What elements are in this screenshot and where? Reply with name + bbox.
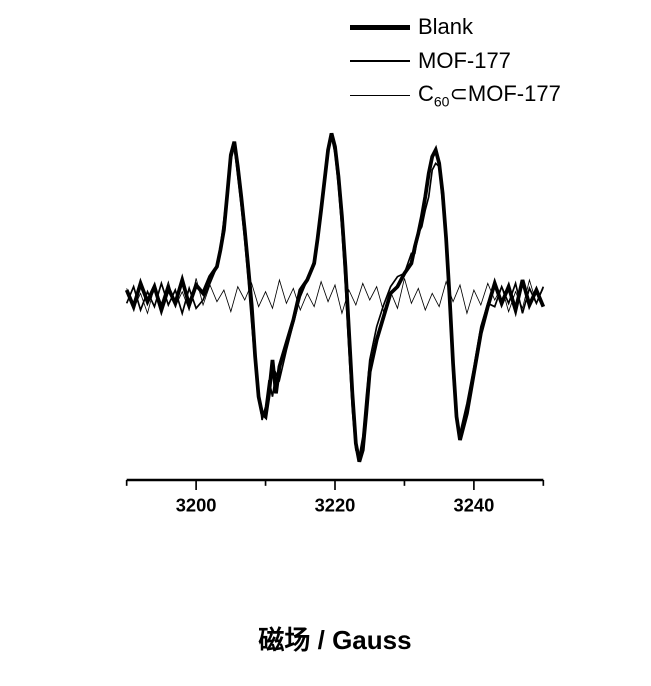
legend-line-icon — [350, 25, 410, 30]
legend-label: Blank — [418, 14, 473, 40]
series-MOF-177 — [127, 137, 544, 457]
x-axis-label: 磁场 / Gauss — [85, 620, 585, 657]
legend-line-icon — [350, 95, 410, 96]
plot-svg: 3200 3220 3240 — [85, 130, 585, 530]
legend: Blank MOF-177 C60⊂MOF-177 — [350, 10, 561, 112]
legend-item: Blank — [350, 10, 561, 44]
legend-item: MOF-177 — [350, 44, 561, 78]
legend-label: MOF-177 — [418, 48, 511, 74]
epr-chart-container: Blank MOF-177 C60⊂MOF-177 3200 3220 3240 磁场 … — [0, 0, 651, 686]
x-tick-label: 3200 — [176, 495, 217, 516]
legend-label: C60⊂MOF-177 — [418, 81, 561, 109]
x-tick-label: 3220 — [315, 495, 356, 516]
x-tick-label: 3240 — [453, 495, 494, 516]
series-Blank — [127, 133, 544, 461]
series-C60⊂MOF-177 — [127, 278, 544, 313]
plot-area: 3200 3220 3240 — [85, 130, 585, 530]
legend-item: C60⊂MOF-177 — [350, 78, 561, 112]
legend-line-icon — [350, 60, 410, 63]
